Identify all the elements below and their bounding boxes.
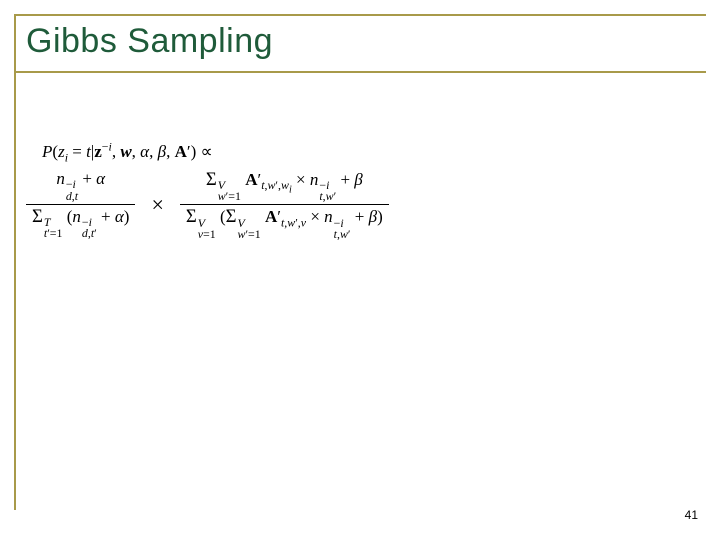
title-left-rule xyxy=(14,14,16,510)
slide-content: P(zi = t|z−i, w, α, β, A′) ∝ n−id,t + α … xyxy=(14,73,706,242)
title-box: Gibbs Sampling xyxy=(14,14,706,73)
frac1-denominator: ΣTt′=1 (n−id,t′ + α) xyxy=(26,205,135,242)
times-symbol: × xyxy=(139,193,175,217)
slide-frame: Gibbs Sampling P(zi = t|z−i, w, α, β, A′… xyxy=(14,14,706,510)
formula-rhs: n−id,t + α ΣTt′=1 (n−id,t′ + α) × ΣVw′=1… xyxy=(22,168,698,243)
frac1-numerator: n−id,t + α xyxy=(50,168,111,204)
frac2-denominator: ΣVv=1 (ΣVw′=1 A′t,w′,v × n−it,w′ + β) xyxy=(180,205,389,242)
fraction-1: n−id,t + α ΣTt′=1 (n−id,t′ + α) xyxy=(26,168,135,242)
formula-lhs: P(zi = t|z−i, w, α, β, A′) ∝ xyxy=(22,143,698,162)
fraction-2: ΣVw′=1 A′t,w′,wi × n−it,w′ + β ΣVv=1 (ΣV… xyxy=(180,168,389,243)
page-number: 41 xyxy=(685,508,698,522)
slide-title: Gibbs Sampling xyxy=(26,22,706,61)
frac2-numerator: ΣVw′=1 A′t,w′,wi × n−it,w′ + β xyxy=(200,168,369,205)
gibbs-formula: P(zi = t|z−i, w, α, β, A′) ∝ n−id,t + α … xyxy=(22,143,698,242)
